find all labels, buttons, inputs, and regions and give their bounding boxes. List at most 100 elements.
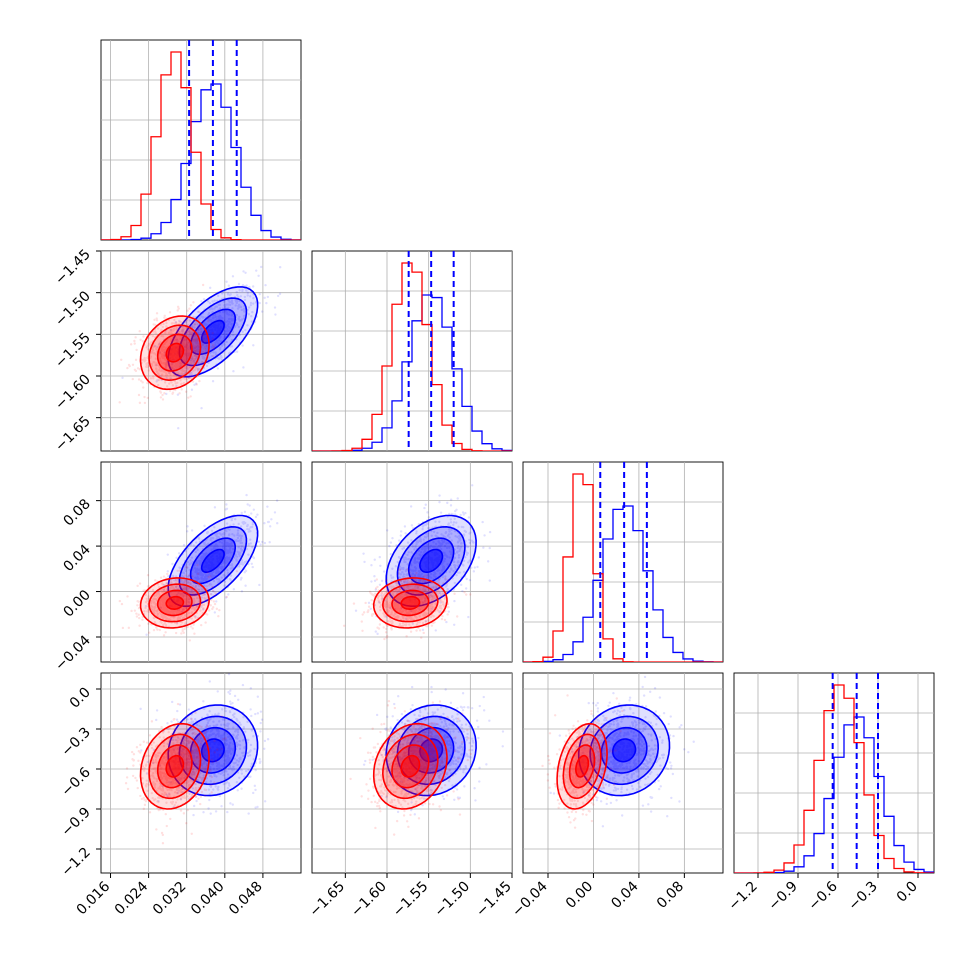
scatter-point xyxy=(219,354,223,358)
scatter-point xyxy=(211,380,215,383)
scatter-point xyxy=(442,565,446,569)
scatter-point xyxy=(242,366,245,369)
scatter-point xyxy=(214,532,217,536)
scatter-point xyxy=(177,427,180,430)
scatter-point xyxy=(182,343,186,346)
scatter-point xyxy=(226,810,229,814)
scatter-point xyxy=(200,299,203,303)
scatter-point xyxy=(191,604,195,607)
scatter-point xyxy=(194,345,198,349)
scatter-point xyxy=(184,580,188,583)
scatter-point xyxy=(205,577,208,580)
scatter-point xyxy=(205,343,208,346)
scatter-point xyxy=(257,274,260,278)
scatter-point xyxy=(183,582,187,585)
scatter-point xyxy=(176,361,180,364)
scatter-point xyxy=(405,591,409,594)
scatter-point xyxy=(185,350,188,354)
scatter-point xyxy=(225,503,228,506)
scatter-point xyxy=(363,560,366,564)
scatter-point xyxy=(419,597,423,601)
scatter-point xyxy=(145,633,148,636)
scatter-point xyxy=(228,334,232,338)
scatter-point xyxy=(181,607,184,610)
scatter-point xyxy=(453,581,456,585)
panel-frame xyxy=(100,39,302,241)
scatter-point xyxy=(153,594,156,597)
scatter-point xyxy=(127,363,131,367)
scatter-point xyxy=(219,335,222,338)
scatter-point xyxy=(377,595,380,598)
scatter-point xyxy=(250,512,253,515)
scatter-point xyxy=(184,621,187,624)
scatter-point xyxy=(136,604,139,607)
scatter-point xyxy=(227,322,230,326)
scatter-point xyxy=(215,571,219,574)
scatter-point xyxy=(197,577,200,580)
scatter-point xyxy=(191,585,195,588)
scatter-point xyxy=(173,592,176,596)
scatter-point xyxy=(391,576,395,579)
scatter-point xyxy=(450,568,453,571)
scatter-point xyxy=(189,625,193,628)
scatter-point xyxy=(175,610,179,614)
scatter-point xyxy=(410,564,413,567)
scatter-point xyxy=(246,503,249,506)
scatter-point xyxy=(426,534,429,538)
scatter-point xyxy=(209,538,212,542)
scatter-point xyxy=(441,615,444,618)
scatter-point xyxy=(179,585,182,589)
scatter-point xyxy=(212,575,215,578)
scatter-point xyxy=(155,380,158,383)
scatter-point xyxy=(230,564,234,567)
scatter-point xyxy=(192,359,196,363)
scatter-point xyxy=(184,574,187,577)
scatter-point xyxy=(458,571,461,574)
scatter-point xyxy=(163,610,166,613)
scatter-point xyxy=(181,329,184,333)
scatter-point xyxy=(193,594,196,597)
scatter-point xyxy=(198,367,201,371)
scatter-point xyxy=(446,606,449,609)
scatter-point xyxy=(231,333,234,337)
scatter-point xyxy=(177,322,181,325)
scatter-point xyxy=(147,597,150,600)
scatter-point xyxy=(214,544,218,547)
scatter-point xyxy=(228,556,231,559)
scatter-point xyxy=(483,534,486,537)
scatter-point xyxy=(222,547,226,550)
scatter-point xyxy=(169,611,173,614)
scatter-point xyxy=(183,587,186,590)
scatter-point xyxy=(376,596,380,599)
scatter-point xyxy=(222,573,226,577)
scatter-point xyxy=(240,590,244,593)
scatter-point xyxy=(237,317,240,321)
scatter-point xyxy=(161,608,164,611)
scatter-point xyxy=(421,525,425,528)
scatter-point xyxy=(441,603,445,606)
scatter-point xyxy=(143,357,146,360)
scatter-point xyxy=(423,589,427,592)
scatter-point xyxy=(178,364,181,368)
scatter-point xyxy=(195,799,198,803)
scatter-point xyxy=(430,595,434,598)
scatter-point xyxy=(226,329,229,332)
scatter-point xyxy=(182,572,186,575)
scatter-point xyxy=(146,396,150,400)
scatter-point xyxy=(133,339,136,343)
scatter-point xyxy=(157,585,161,589)
scatter-point xyxy=(185,353,188,357)
scatter-point xyxy=(184,348,187,351)
scatter-point xyxy=(161,325,165,329)
scatter-point xyxy=(405,635,408,638)
scatter-point xyxy=(186,367,189,370)
scatter-point xyxy=(235,570,239,573)
scatter-point xyxy=(412,569,415,573)
scatter-point xyxy=(195,605,199,608)
scatter-point xyxy=(184,604,188,608)
scatter-point xyxy=(207,316,210,320)
scatter-point xyxy=(236,532,240,535)
scatter-point xyxy=(152,345,156,348)
scatter-point xyxy=(374,630,378,633)
scatter-point xyxy=(403,580,406,584)
